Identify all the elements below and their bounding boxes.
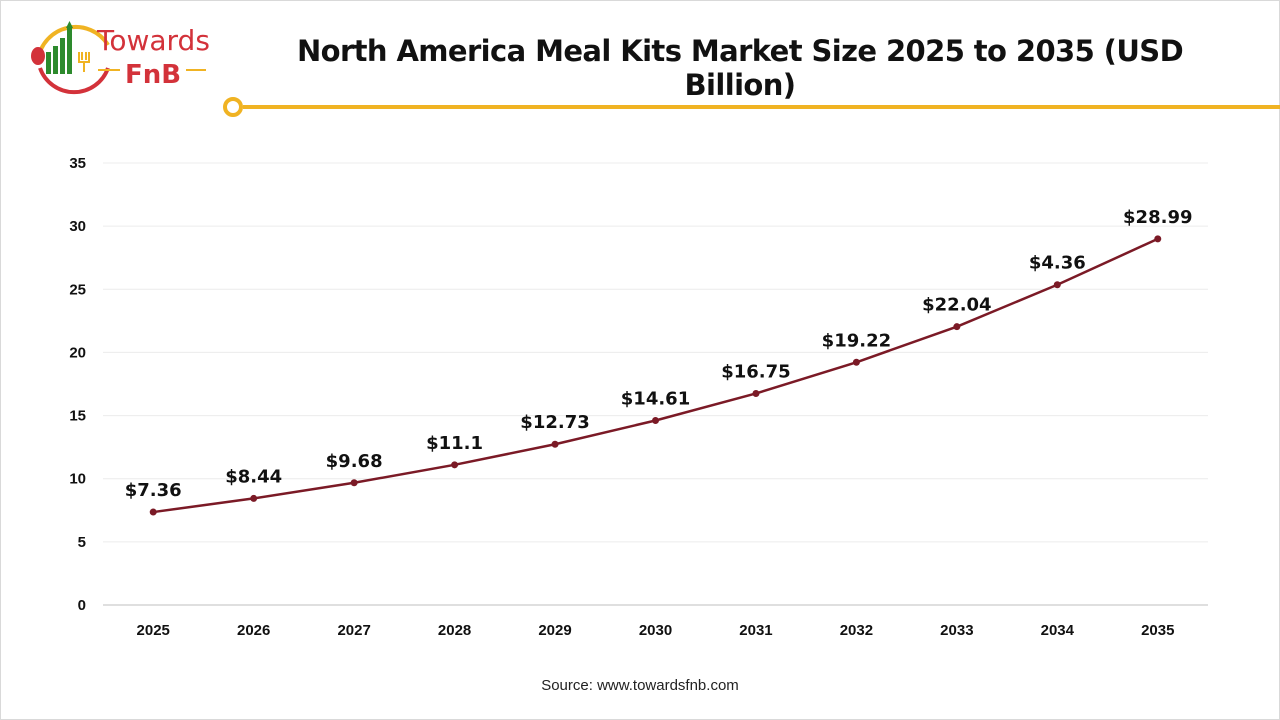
x-tick-label: 2035 — [1141, 622, 1174, 639]
y-tick-label: 30 — [69, 218, 86, 235]
data-point — [551, 440, 559, 448]
data-label: $22.04 — [922, 295, 991, 316]
data-point — [652, 416, 659, 424]
x-tick-label: 2027 — [337, 622, 370, 639]
data-label: $28.99 — [1123, 207, 1192, 228]
y-tick-label: 5 — [78, 534, 86, 551]
x-tick-label: 2030 — [639, 622, 672, 639]
series-line — [153, 237, 1159, 514]
data-point — [451, 461, 459, 469]
chart-title: North America Meal Kits Market Size 2025… — [296, 34, 1184, 102]
y-tick-label: 20 — [69, 344, 86, 361]
data-point — [1154, 235, 1162, 243]
data-point — [350, 479, 358, 487]
logo-fork-icon — [78, 52, 90, 72]
logo-text-towards: Towards — [96, 24, 210, 57]
data-label: $8.44 — [225, 466, 282, 487]
data-point — [149, 508, 157, 516]
logo-spoon-icon — [31, 47, 45, 65]
data-point — [852, 358, 860, 366]
data-label: $4.36 — [1029, 253, 1086, 274]
y-tick-label: 25 — [69, 281, 86, 298]
x-tick-label: 2029 — [538, 622, 571, 639]
y-tick-label: 15 — [69, 408, 86, 425]
source-note: Source: www.towardsfnb.com — [541, 677, 739, 694]
data-point — [953, 323, 961, 331]
y-tick-label: 10 — [69, 471, 86, 488]
accent-circle — [223, 97, 243, 117]
data-point — [752, 389, 760, 397]
x-tick-label: 2031 — [739, 622, 772, 639]
data-label: $11.1 — [426, 433, 483, 454]
data-point — [250, 494, 258, 502]
x-tick-label: 2025 — [137, 622, 170, 639]
x-tick-label: 2026 — [237, 622, 270, 639]
data-label: $16.75 — [721, 361, 790, 382]
x-tick-label: 2028 — [438, 622, 471, 639]
data-point — [1053, 281, 1061, 289]
data-label: $9.68 — [326, 451, 383, 472]
x-tick-label: 2033 — [940, 622, 973, 639]
x-tick-label: 2032 — [840, 622, 873, 639]
data-label: $7.36 — [125, 480, 182, 501]
y-tick-label: 0 — [78, 597, 86, 614]
logo-text-fnb: FnB — [125, 60, 181, 90]
data-label: $12.73 — [520, 412, 589, 433]
x-tick-label: 2034 — [1041, 622, 1075, 639]
y-tick-label: 35 — [69, 155, 86, 172]
data-label: $14.61 — [621, 388, 690, 409]
data-label: $19.22 — [822, 330, 891, 351]
